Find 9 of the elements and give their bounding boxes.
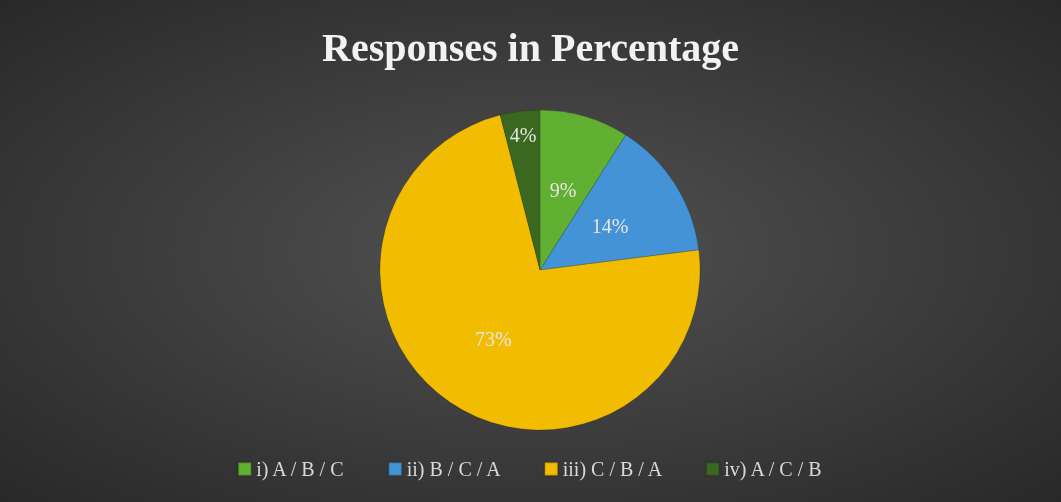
data-label: 9% — [549, 179, 577, 202]
data-label: 4% — [509, 124, 537, 147]
legend-label: iii) C / B / A — [562, 458, 663, 481]
legend-label: iv) A / C / B — [724, 458, 822, 481]
chart-title: Responses in Percentage — [322, 24, 739, 70]
legend-label: ii) B / C / A — [406, 458, 502, 481]
legend-label: i) A / B / C — [256, 458, 344, 481]
data-label: 73% — [475, 327, 512, 350]
data-label: 14% — [591, 214, 629, 237]
